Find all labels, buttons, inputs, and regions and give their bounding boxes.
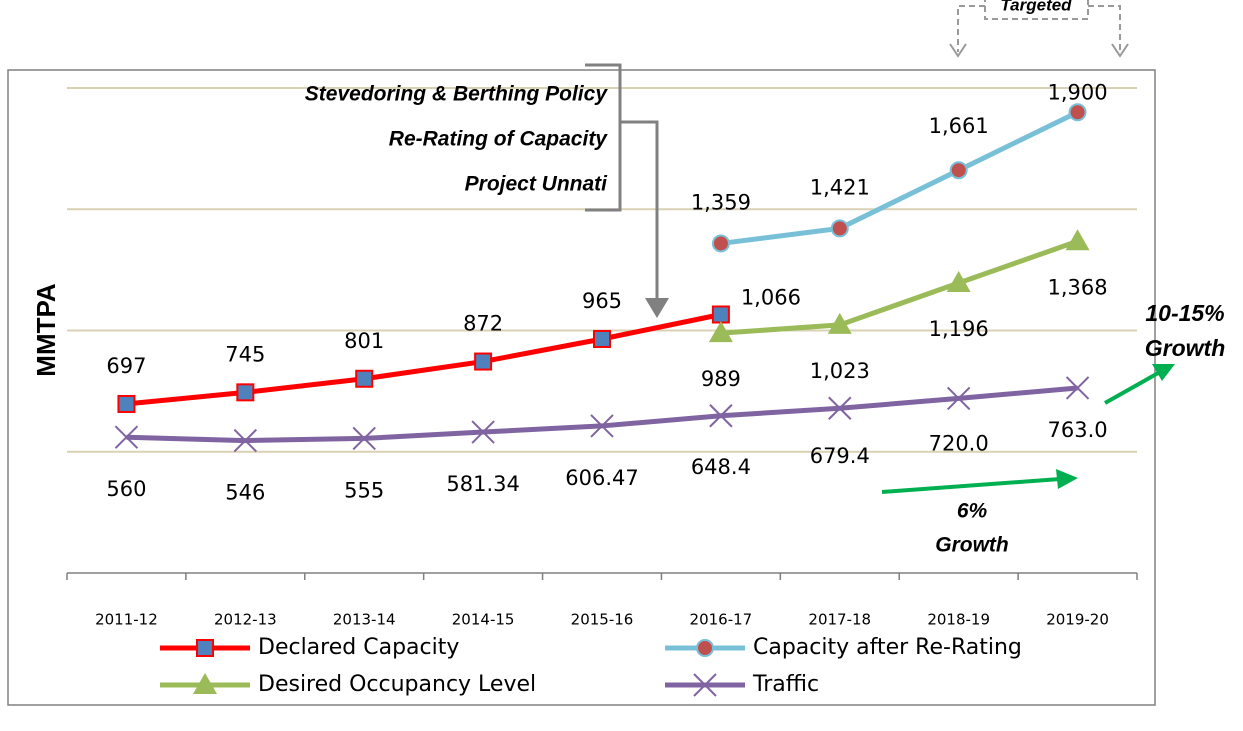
dashed-arrow [1088, 5, 1121, 52]
data-label: 763.0 [1047, 418, 1107, 442]
arrow-head [645, 298, 669, 318]
marker [117, 394, 136, 413]
grid [66, 87, 1138, 580]
data-label: 720.0 [929, 431, 989, 455]
legend-label: Desired Occupancy Level [258, 672, 536, 697]
data-label: 606.47 [565, 466, 638, 490]
line [126, 312, 722, 407]
data-label: 555 [344, 478, 384, 502]
x-tick-label: 2017-18 [808, 611, 871, 629]
data-label: 965 [582, 289, 622, 313]
marker [196, 639, 214, 657]
targeted-box [984, 0, 1089, 20]
arrow-head [1056, 469, 1078, 489]
legend-label: Traffic [752, 672, 819, 697]
data-label: 581.34 [446, 472, 519, 496]
annotation: 10-15% [1145, 300, 1224, 326]
data-label: 872 [463, 312, 503, 336]
bracket-arrow [620, 120, 659, 300]
annotation: Growth [1145, 335, 1226, 361]
marker [830, 219, 849, 238]
data-label: 546 [225, 481, 265, 505]
x-tick-label: 2011-12 [95, 611, 158, 629]
data-label: 560 [106, 477, 146, 501]
data-label: 801 [344, 329, 384, 353]
series [117, 305, 730, 413]
marker [352, 426, 376, 451]
line [720, 238, 1079, 336]
data-label: 1,368 [1047, 275, 1107, 299]
marker [949, 161, 968, 180]
x-tick-label: 2013-14 [333, 611, 396, 629]
series [114, 376, 1090, 453]
marker [711, 234, 730, 253]
marker [1065, 376, 1090, 400]
series [708, 229, 1090, 343]
x-tick-label: 2015-16 [571, 611, 634, 629]
data-label: 745 [225, 342, 265, 366]
data-label: 1,421 [810, 175, 870, 199]
marker [696, 639, 714, 657]
x-tick-label: 2012-13 [214, 611, 277, 629]
marker [946, 386, 971, 411]
marker [114, 425, 139, 449]
data-label: 1,196 [929, 317, 989, 341]
data-label: 1,900 [1047, 80, 1107, 104]
marker [711, 305, 730, 324]
x-tick-label: 2016-17 [690, 611, 753, 629]
data-label: 989 [701, 367, 741, 391]
growth-arrow [1104, 370, 1161, 405]
arrow-head [1111, 43, 1129, 58]
x-tick-label: 2018-19 [927, 611, 990, 629]
data-label: 1,661 [929, 114, 989, 138]
data-label: 697 [106, 354, 146, 378]
series [711, 103, 1087, 253]
x-tick-label: 2014-15 [452, 611, 515, 629]
arrow-head [949, 43, 967, 58]
marker [471, 420, 495, 444]
marker [593, 329, 611, 348]
annotation: Targeted [1000, 0, 1072, 14]
x-tick-label: 2019-20 [1046, 611, 1109, 629]
legend-label: Capacity after Re-Rating [753, 635, 1022, 660]
annotation: Stevedoring & Berthing Policy [305, 83, 609, 106]
marker [827, 312, 852, 334]
annotation: Re-Rating of Capacity [389, 128, 609, 151]
marker [236, 383, 255, 402]
marker [708, 321, 733, 343]
arrow-head [1152, 364, 1175, 381]
marker [828, 396, 852, 420]
legend-label: Declared Capacity [258, 635, 459, 660]
marker [1068, 103, 1087, 122]
marker [233, 428, 258, 453]
y-axis-label: MMTPA [31, 283, 61, 377]
marker [1065, 229, 1090, 251]
dashed-arrow [957, 5, 985, 52]
marker [355, 369, 374, 388]
annotation: 6% [957, 500, 988, 523]
marker [709, 404, 733, 428]
annotation: Growth [935, 534, 1009, 557]
data-label: 1,023 [810, 359, 870, 383]
marker [590, 414, 614, 438]
data-label: 1,359 [691, 190, 751, 214]
annotation: Project Unnati [465, 173, 609, 196]
marker [693, 673, 717, 697]
marker [474, 352, 493, 371]
bracket [585, 63, 622, 212]
data-label: 648.4 [691, 455, 751, 479]
line [720, 110, 1079, 246]
marker [946, 270, 971, 292]
data-label: 679.4 [810, 444, 870, 468]
data-label: 1,066 [741, 285, 801, 309]
growth-arrow [881, 477, 1061, 494]
marker [193, 673, 217, 694]
